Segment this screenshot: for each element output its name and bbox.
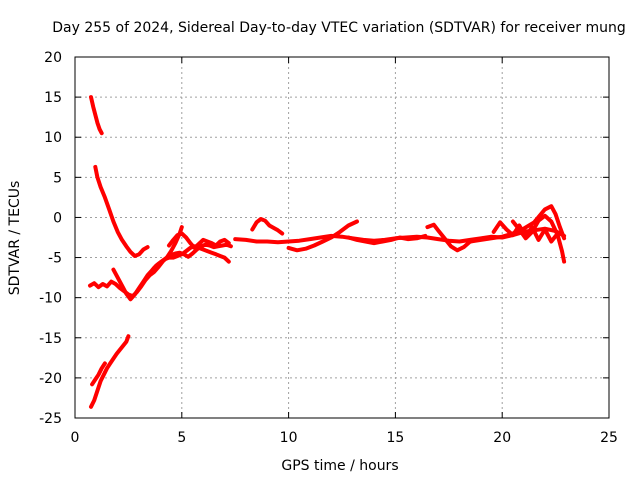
y-tick-label: -20	[39, 371, 62, 387]
x-tick-label: 15	[386, 430, 404, 446]
y-tick-label: 5	[53, 170, 62, 186]
y-axis-label: SDTVAR / TECUs	[7, 181, 23, 296]
series-line-2	[93, 164, 150, 258]
series-line-7	[89, 334, 131, 409]
x-tick-label: 25	[600, 430, 618, 446]
y-tick-label: 20	[44, 50, 62, 66]
y-tick-label: 15	[44, 90, 62, 106]
x-tick-label: 5	[177, 430, 186, 446]
series-line-3	[88, 225, 184, 299]
y-tick-label: -25	[39, 411, 62, 427]
y-tick-labels: 20 15 10 5 0 -5 -10 -15 -20 -25	[39, 50, 62, 427]
series-line-6	[167, 231, 231, 250]
axis-ticks	[74, 56, 610, 419]
series-line-4	[111, 244, 231, 302]
grid-lines	[75, 57, 609, 418]
plot-frame	[74, 56, 610, 419]
x-tick-label: 0	[71, 430, 80, 446]
x-tick-label: 20	[493, 430, 511, 446]
series-line-10	[250, 217, 285, 236]
y-tick-label: 0	[53, 210, 62, 226]
y-tick-label: -5	[48, 251, 62, 267]
series-line-11	[286, 219, 359, 253]
y-tick-label: -10	[39, 291, 62, 307]
series-layer	[88, 95, 567, 409]
x-axis-label: GPS time / hours	[281, 458, 398, 474]
y-tick-label: 10	[44, 130, 62, 146]
series-line-8	[90, 361, 107, 387]
x-tick-label: 10	[280, 430, 298, 446]
x-tick-labels: 0 5 10 15 20 25	[71, 430, 618, 446]
y-tick-label: -15	[39, 331, 62, 347]
series-line-1	[89, 95, 104, 136]
series-line-16	[491, 220, 560, 244]
chart-title: Day 255 of 2024, Sidereal Day-to-day VTE…	[52, 20, 626, 36]
series-line-12	[346, 233, 428, 246]
series-line-14	[468, 204, 567, 244]
